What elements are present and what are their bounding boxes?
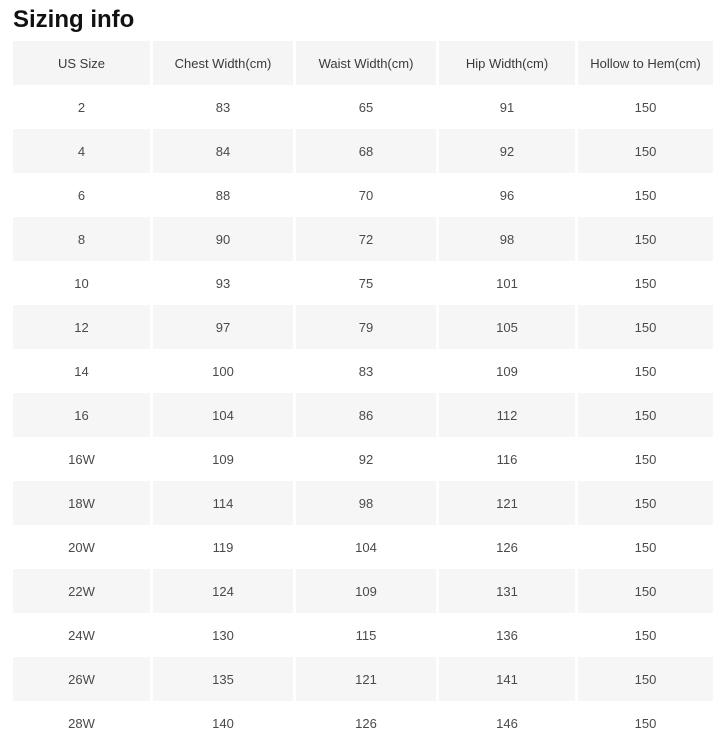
table-cell: 10 bbox=[13, 261, 150, 305]
table-cell: 141 bbox=[439, 657, 575, 701]
table-cell: 105 bbox=[439, 305, 575, 349]
column-header-us-size: US Size bbox=[13, 41, 150, 85]
table-cell: 83 bbox=[153, 85, 293, 129]
table-row: 16W 109 92 116 150 bbox=[13, 437, 713, 481]
table-cell: 126 bbox=[296, 701, 436, 745]
table-cell: 24W bbox=[13, 613, 150, 657]
table-cell: 4 bbox=[13, 129, 150, 173]
table-row: 14 100 83 109 150 bbox=[13, 349, 713, 393]
table-row: 24W 130 115 136 150 bbox=[13, 613, 713, 657]
table-cell: 79 bbox=[296, 305, 436, 349]
table-cell: 115 bbox=[296, 613, 436, 657]
column-header-waist-width: Waist Width(cm) bbox=[296, 41, 436, 85]
table-cell: 114 bbox=[153, 481, 293, 525]
table-cell: 150 bbox=[578, 701, 713, 745]
table-cell: 92 bbox=[296, 437, 436, 481]
table-row: 10 93 75 101 150 bbox=[13, 261, 713, 305]
table-cell: 93 bbox=[153, 261, 293, 305]
table-cell: 150 bbox=[578, 393, 713, 437]
table-cell: 18W bbox=[13, 481, 150, 525]
table-cell: 14 bbox=[13, 349, 150, 393]
table-row: 28W 140 126 146 150 bbox=[13, 701, 713, 745]
table-cell: 20W bbox=[13, 525, 150, 569]
table-row: 22W 124 109 131 150 bbox=[13, 569, 713, 613]
table-cell: 100 bbox=[153, 349, 293, 393]
table-row: 26W 135 121 141 150 bbox=[13, 657, 713, 701]
table-row: 12 97 79 105 150 bbox=[13, 305, 713, 349]
table-row: 2 83 65 91 150 bbox=[13, 85, 713, 129]
table-cell: 22W bbox=[13, 569, 150, 613]
table-cell: 109 bbox=[439, 349, 575, 393]
table-cell: 2 bbox=[13, 85, 150, 129]
table-row: 20W 119 104 126 150 bbox=[13, 525, 713, 569]
table-row: 18W 114 98 121 150 bbox=[13, 481, 713, 525]
table-cell: 16 bbox=[13, 393, 150, 437]
table-cell: 90 bbox=[153, 217, 293, 261]
table-cell: 112 bbox=[439, 393, 575, 437]
table-cell: 92 bbox=[439, 129, 575, 173]
table-row: 16 104 86 112 150 bbox=[13, 393, 713, 437]
table-cell: 116 bbox=[439, 437, 575, 481]
table-body: 2 83 65 91 150 4 84 68 92 150 6 88 70 96 150 8 90 72 98 150… bbox=[13, 85, 713, 745]
table-cell: 101 bbox=[439, 261, 575, 305]
table-cell: 86 bbox=[296, 393, 436, 437]
table-cell: 121 bbox=[296, 657, 436, 701]
table-row: 8 90 72 98 150 bbox=[13, 217, 713, 261]
table-cell: 131 bbox=[439, 569, 575, 613]
table-cell: 135 bbox=[153, 657, 293, 701]
table-cell: 124 bbox=[153, 569, 293, 613]
table-cell: 150 bbox=[578, 569, 713, 613]
table-cell: 16W bbox=[13, 437, 150, 481]
table-cell: 98 bbox=[296, 481, 436, 525]
table-cell: 140 bbox=[153, 701, 293, 745]
table-cell: 8 bbox=[13, 217, 150, 261]
table-cell: 28W bbox=[13, 701, 150, 745]
table-cell: 150 bbox=[578, 349, 713, 393]
table-cell: 150 bbox=[578, 305, 713, 349]
table-cell: 150 bbox=[578, 657, 713, 701]
table-cell: 26W bbox=[13, 657, 150, 701]
table-cell: 150 bbox=[578, 129, 713, 173]
column-header-hip-width: Hip Width(cm) bbox=[439, 41, 575, 85]
table-cell: 109 bbox=[296, 569, 436, 613]
table-cell: 150 bbox=[578, 613, 713, 657]
table-cell: 104 bbox=[153, 393, 293, 437]
table-cell: 150 bbox=[578, 85, 713, 129]
table-cell: 126 bbox=[439, 525, 575, 569]
table-cell: 150 bbox=[578, 217, 713, 261]
table-cell: 150 bbox=[578, 261, 713, 305]
table-row: 4 84 68 92 150 bbox=[13, 129, 713, 173]
table-cell: 96 bbox=[439, 173, 575, 217]
table-row: 6 88 70 96 150 bbox=[13, 173, 713, 217]
table-cell: 136 bbox=[439, 613, 575, 657]
table-cell: 72 bbox=[296, 217, 436, 261]
table-cell: 119 bbox=[153, 525, 293, 569]
table-cell: 70 bbox=[296, 173, 436, 217]
table-cell: 150 bbox=[578, 525, 713, 569]
table-cell: 88 bbox=[153, 173, 293, 217]
table-cell: 150 bbox=[578, 173, 713, 217]
table-cell: 121 bbox=[439, 481, 575, 525]
table-cell: 83 bbox=[296, 349, 436, 393]
table-cell: 97 bbox=[153, 305, 293, 349]
table-header-row: US Size Chest Width(cm) Waist Width(cm) … bbox=[13, 41, 713, 85]
column-header-chest-width: Chest Width(cm) bbox=[153, 41, 293, 85]
table-cell: 91 bbox=[439, 85, 575, 129]
table-cell: 150 bbox=[578, 481, 713, 525]
page-title: Sizing info bbox=[13, 6, 135, 33]
sizing-table: US Size Chest Width(cm) Waist Width(cm) … bbox=[13, 41, 713, 745]
column-header-hollow-to-hem: Hollow to Hem(cm) bbox=[578, 41, 713, 85]
table-cell: 104 bbox=[296, 525, 436, 569]
table-cell: 98 bbox=[439, 217, 575, 261]
table-cell: 68 bbox=[296, 129, 436, 173]
table-cell: 65 bbox=[296, 85, 436, 129]
table-cell: 84 bbox=[153, 129, 293, 173]
table-cell: 75 bbox=[296, 261, 436, 305]
table-cell: 6 bbox=[13, 173, 150, 217]
table-cell: 12 bbox=[13, 305, 150, 349]
table-cell: 130 bbox=[153, 613, 293, 657]
table-cell: 146 bbox=[439, 701, 575, 745]
table-cell: 109 bbox=[153, 437, 293, 481]
table-cell: 150 bbox=[578, 437, 713, 481]
